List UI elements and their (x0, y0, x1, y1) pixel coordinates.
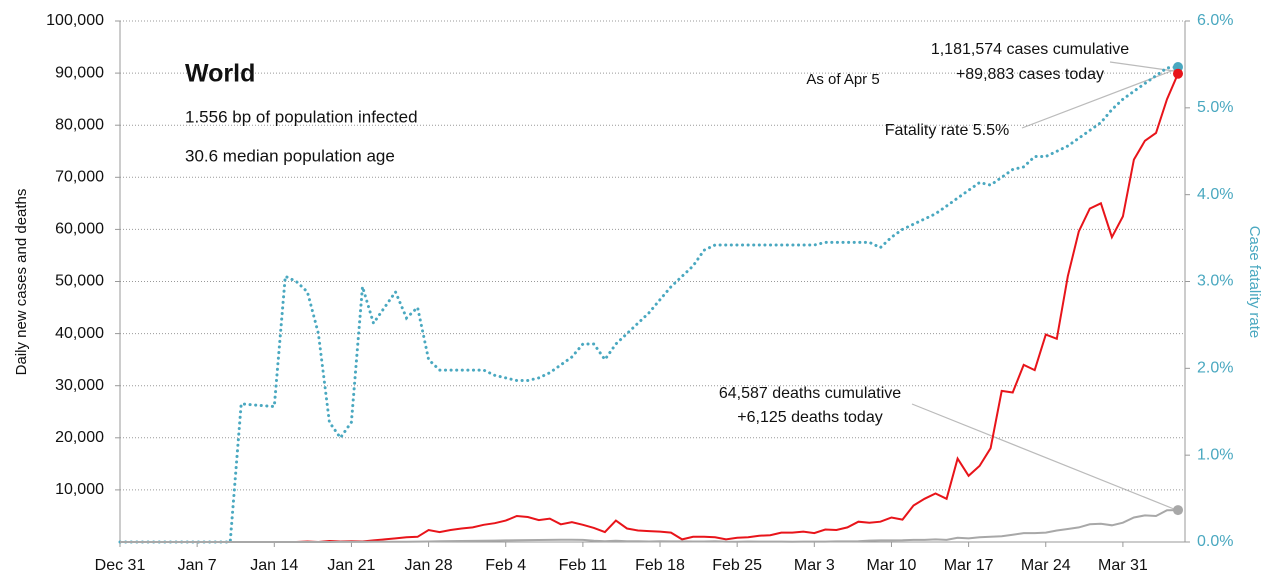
x-tick-label: Feb 18 (635, 557, 685, 574)
annotation: 1.556 bp of population infected (185, 107, 418, 126)
series-line (120, 509, 1179, 543)
annotation: Fatality rate 5.5% (885, 122, 1010, 139)
y2-tick-label: 1.0% (1197, 446, 1233, 463)
y-tick-label: 90,000 (55, 64, 104, 81)
y2-tick-label: 5.0% (1197, 99, 1233, 116)
annotation: 64,587 deaths cumulative (719, 385, 901, 402)
x-tick-label: Mar 10 (867, 557, 917, 574)
series-line (120, 73, 1179, 544)
x-tick-label: Feb 4 (485, 557, 526, 574)
x-tick-label: Mar 24 (1021, 557, 1071, 574)
y-tick-label: 100,000 (46, 12, 104, 29)
x-tick-label: Jan 7 (178, 557, 217, 574)
x-tick-label: Dec 31 (95, 557, 146, 574)
annotation: +6,125 deaths today (737, 409, 882, 426)
annotation: +89,883 cases today (956, 66, 1104, 83)
y2-tick-label: 6.0% (1197, 12, 1233, 29)
x-tick-label: Jan 28 (405, 557, 453, 574)
leader-line (911, 403, 1175, 510)
y-tick-label: 10,000 (55, 481, 104, 498)
x-tick-label: Mar 31 (1098, 557, 1148, 574)
x-tick-label: Jan 21 (327, 557, 375, 574)
y-tick-label: 40,000 (55, 325, 104, 342)
annotation: 1,181,574 cases cumulative (931, 41, 1129, 58)
x-tick-label: Jan 14 (250, 557, 298, 574)
y-tick-label: 80,000 (55, 116, 104, 133)
annotation: As of Apr 5 (806, 71, 879, 88)
end-marker (1173, 68, 1183, 79)
y-axis-label: Daily new cases and deaths (13, 189, 30, 376)
y2-axis-label: Case fatality rate (1246, 226, 1263, 339)
y2-tick-label: 2.0% (1197, 360, 1233, 377)
end-marker (1173, 505, 1183, 516)
x-tick-label: Mar 17 (944, 557, 994, 574)
y-tick-label: 60,000 (55, 221, 104, 238)
y-tick-label: 70,000 (55, 169, 104, 186)
y2-tick-label: 0.0% (1197, 533, 1233, 550)
x-tick-label: Feb 11 (559, 557, 608, 574)
y2-tick-label: 4.0% (1197, 186, 1233, 203)
y-tick-label: 30,000 (55, 377, 104, 394)
annotation: World (185, 60, 255, 88)
x-tick-label: Mar 3 (794, 557, 835, 574)
y-tick-label: 50,000 (55, 273, 104, 290)
y2-tick-label: 3.0% (1197, 273, 1233, 290)
annotation: 30.6 median population age (185, 146, 395, 165)
series-line (118, 65, 1180, 544)
x-tick-label: Feb 25 (712, 557, 762, 574)
y-tick-label: 20,000 (55, 429, 104, 446)
